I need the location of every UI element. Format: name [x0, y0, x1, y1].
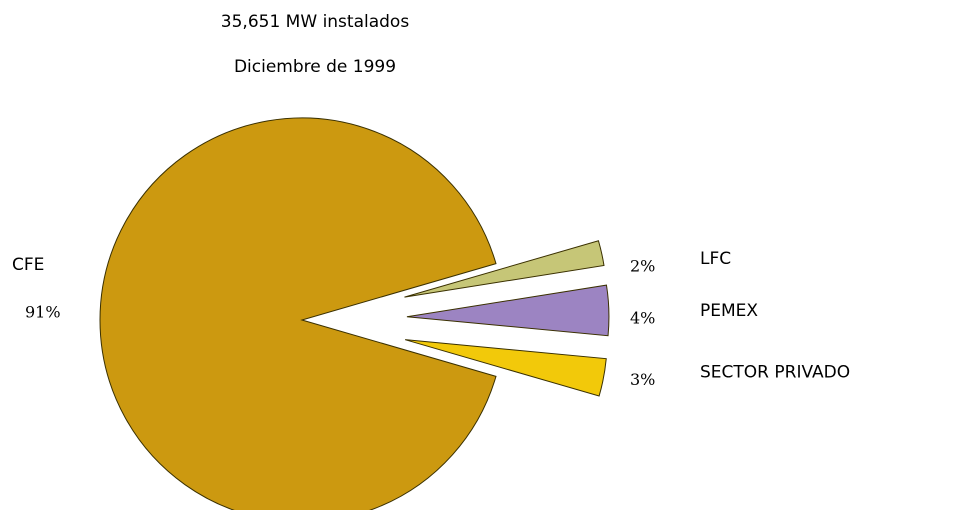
- legend-label: PEMEX: [700, 301, 758, 321]
- pie-slice: [405, 339, 607, 397]
- value-label: 4%: [630, 309, 655, 328]
- value-label: 3%: [630, 370, 655, 389]
- pie-slice: [99, 117, 497, 510]
- pie-slice: [404, 240, 605, 298]
- chart-title: 35,651 MW instalados: [221, 12, 410, 32]
- legend-label: CFE: [12, 255, 44, 275]
- chart-subtitle: Diciembre de 1999: [234, 57, 396, 77]
- legend-label: SECTOR PRIVADO: [700, 362, 850, 382]
- legend-label: LFC: [700, 249, 731, 269]
- value-label: 91%: [25, 303, 61, 322]
- pie-slice: [406, 284, 610, 337]
- value-label: 2%: [630, 256, 655, 275]
